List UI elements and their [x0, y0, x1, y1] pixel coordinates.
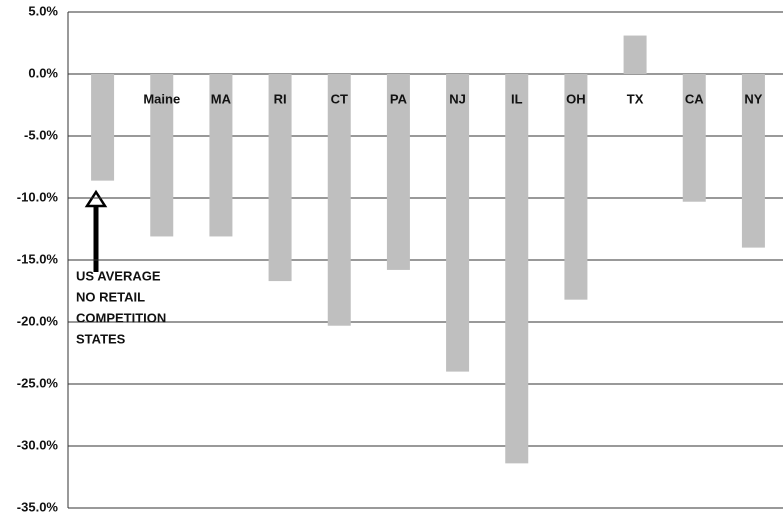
- bar: [327, 74, 351, 326]
- bar: [209, 74, 233, 237]
- y-tick-label: -35.0%: [17, 499, 59, 514]
- x-tick-label: RI: [274, 91, 287, 106]
- bar: [741, 74, 765, 248]
- bar: [564, 74, 588, 300]
- y-tick-label: -15.0%: [17, 251, 59, 266]
- y-tick-label: -25.0%: [17, 375, 59, 390]
- x-tick-label: CA: [685, 91, 704, 106]
- x-tick-label: IL: [511, 91, 523, 106]
- bar: [623, 35, 647, 74]
- y-tick-label: -5.0%: [24, 127, 58, 142]
- y-tick-label: 0.0%: [28, 65, 58, 80]
- x-tick-label: TX: [627, 91, 644, 106]
- bar: [682, 74, 706, 202]
- bar: [386, 74, 410, 270]
- annotation-line: NO RETAIL: [76, 289, 145, 304]
- bar: [446, 74, 470, 372]
- x-tick-label: CT: [331, 91, 348, 106]
- x-tick-label: Maine: [143, 91, 180, 106]
- y-tick-label: -30.0%: [17, 437, 59, 452]
- annotation-line: STATES: [76, 331, 126, 346]
- y-tick-label: -10.0%: [17, 189, 59, 204]
- bar: [268, 74, 292, 282]
- annotation-line: COMPETITION: [76, 310, 166, 325]
- y-tick-label: -20.0%: [17, 313, 59, 328]
- annotation-arrow-head: [84, 189, 108, 208]
- annotation-line: US AVERAGE: [76, 268, 161, 283]
- x-tick-label: MA: [211, 91, 232, 106]
- x-tick-label: NJ: [449, 91, 466, 106]
- x-tick-label: NY: [744, 91, 762, 106]
- bar: [150, 74, 174, 237]
- y-tick-label: 5.0%: [28, 3, 58, 18]
- bar: [91, 74, 115, 181]
- x-tick-label: OH: [566, 91, 586, 106]
- bar: [505, 74, 529, 464]
- x-tick-label: PA: [390, 91, 408, 106]
